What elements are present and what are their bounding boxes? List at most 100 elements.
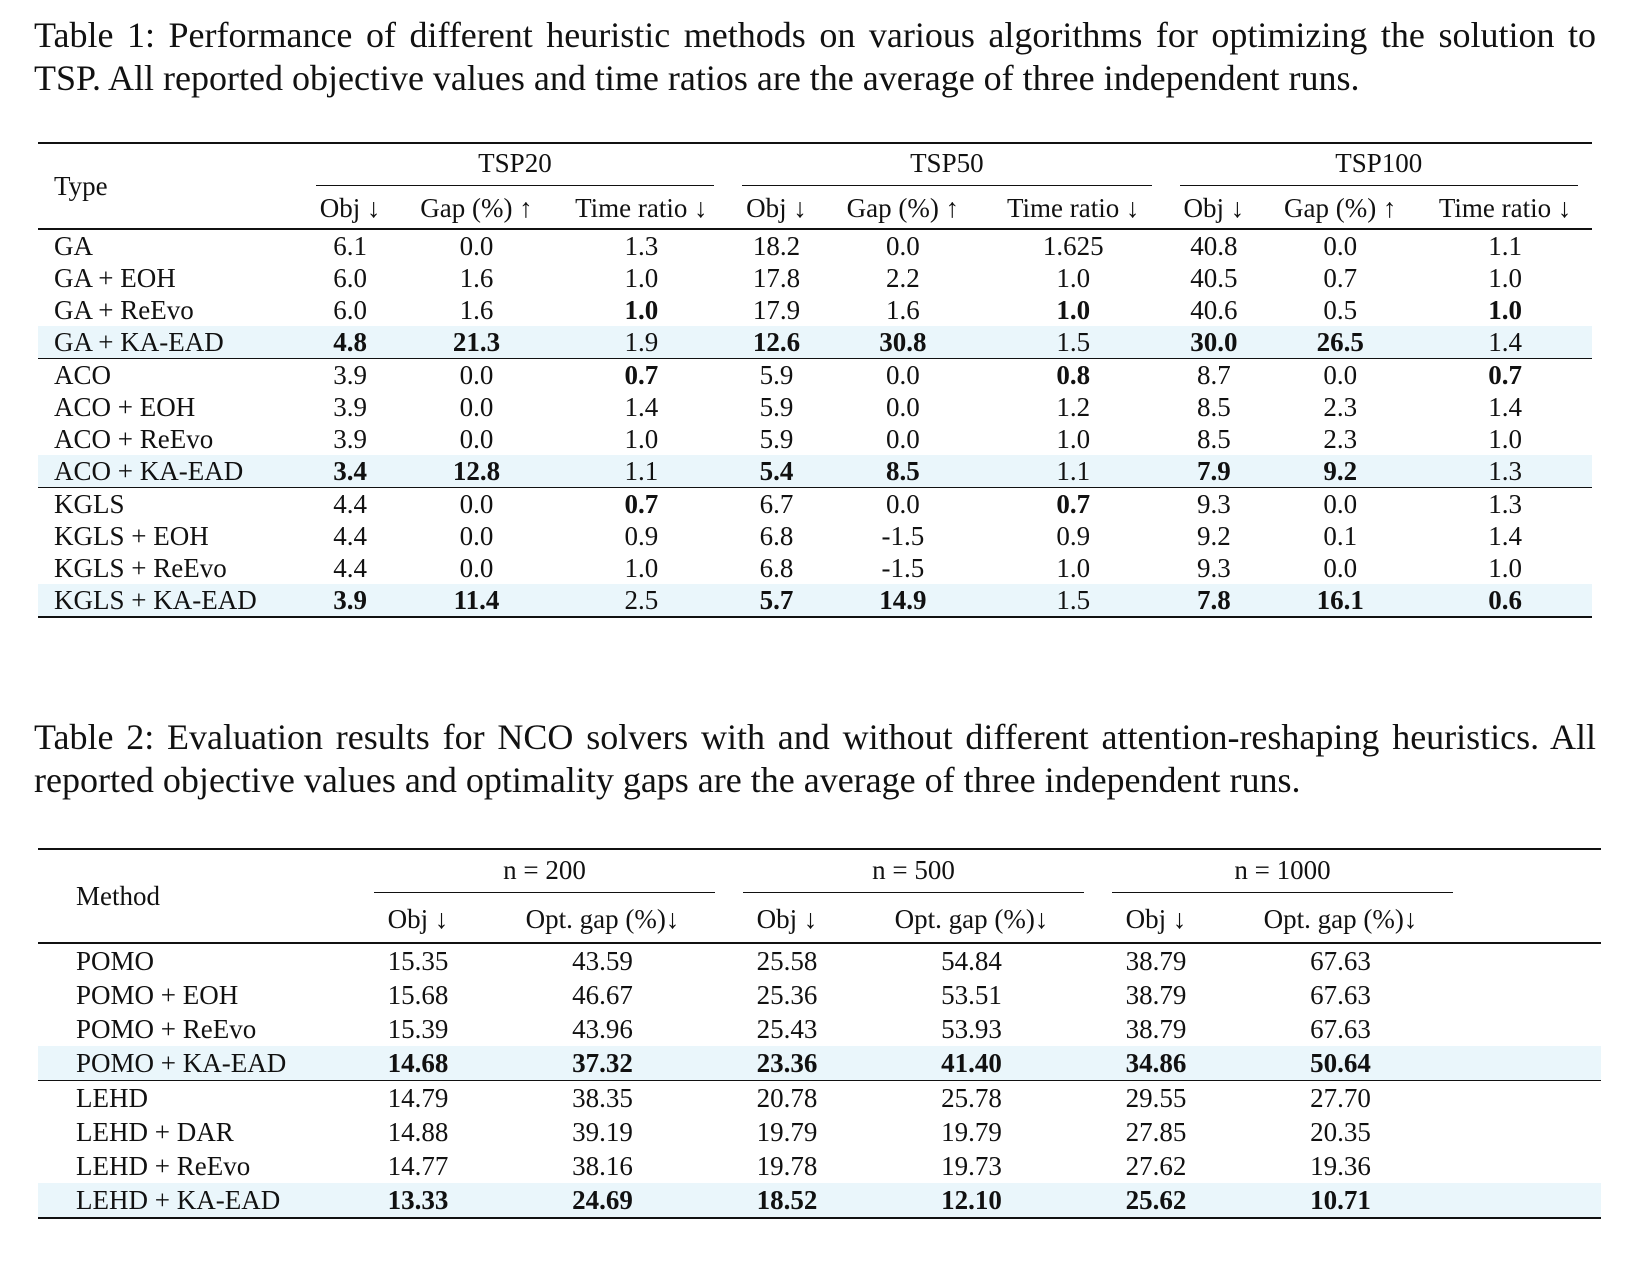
table-cell: 1.3 (1488, 489, 1522, 519)
table-row: KGLS 4.4 0.0 0.7 6.7 0.0 0.7 9.3 0.0 1.3 (38, 487, 1592, 521)
col-header-gap: Gap (%) ↑ (846, 193, 960, 223)
table-row: LEHD + KA-EAD 13.33 24.69 18.52 12.10 25.62 10… (38, 1183, 1601, 1218)
table-cell: 1.3 (1418, 455, 1592, 488)
row-label: POMO + KA-EAD (38, 1046, 360, 1081)
table-cell: 0.9 (1056, 521, 1091, 551)
table-cell: 1.0 (1488, 263, 1522, 293)
table-cell: 1.0 (624, 295, 659, 325)
table-cell: 6.8 (759, 553, 794, 583)
table-cell: 34.86 (1098, 1046, 1214, 1081)
table-cell: 0.6 (1418, 584, 1592, 617)
table-row: POMO + EOH 15.68 46.67 25.36 53.51 38.79 67.63 (38, 978, 1601, 1012)
table-cell: 25.43 (756, 1014, 818, 1044)
table-cell: 53.93 (941, 1014, 1002, 1044)
row-label: ACO + ReEvo (54, 424, 214, 454)
table-cell: 3.9 (333, 392, 367, 422)
row-label: ACO + EOH (54, 392, 196, 422)
table-cell: 38.79 (1125, 980, 1187, 1010)
table-cell: 14.9 (824, 584, 981, 617)
table-cell: 0.0 (459, 231, 494, 261)
table-cell: 7.9 (1165, 455, 1263, 488)
table-cell: 3.9 (333, 360, 367, 390)
table-row: ACO 3.9 0.0 0.7 5.9 0.0 0.8 8.7 0.0 0.7 (38, 358, 1592, 392)
table-row: POMO + KA-EAD 14.68 37.32 23.36 41.40 34.86 50… (38, 1046, 1601, 1081)
table-row: LEHD + ReEvo 14.77 38.16 19.78 19.73 27.62 19.… (38, 1149, 1601, 1183)
table-cell: 23.36 (729, 1046, 845, 1081)
table-row: GA + KA-EAD 4.8 21.3 1.9 12.6 30.8 1.5 30.0 26.5… (38, 326, 1592, 359)
table-cell: 20.78 (756, 1083, 818, 1113)
table-cell: 5.4 (728, 455, 825, 488)
table-cell: 0.0 (459, 392, 494, 422)
table-cell: 2.2 (885, 263, 920, 293)
table1: Type TSP20 TSP50 TSP100 Obj ↓ Gap (%) ↑ … (38, 142, 1592, 618)
table-cell: 13.33 (360, 1183, 476, 1218)
table-cell: 38.16 (572, 1151, 633, 1181)
table-cell: 18.52 (729, 1183, 845, 1218)
col-header-gap: Gap (%) ↑ (1284, 193, 1397, 223)
table-cell: 0.0 (1323, 553, 1358, 583)
col-header-obj: Obj ↓ (387, 904, 449, 934)
table-row: GA 6.1 0.0 1.3 18.2 0.0 1.625 40.8 0.0 1.1 (38, 229, 1592, 262)
row-label: GA + ReEvo (54, 295, 194, 325)
table-cell: 8.5 (1196, 424, 1231, 454)
col-header-opt-gap: Opt. gap (%)↓ (525, 904, 680, 934)
row-label: KGLS + EOH (54, 521, 209, 551)
table-cell: 9.3 (1196, 489, 1231, 519)
table-cell: 15.39 (387, 1014, 449, 1044)
table-cell: 67.63 (1310, 946, 1371, 976)
table-cell: 3.9 (301, 584, 399, 617)
table-cell: 1.6 (885, 295, 920, 325)
row-label: GA + KA-EAD (38, 326, 302, 359)
table-cell: 25.62 (1098, 1183, 1214, 1218)
table-cell: 54.84 (941, 946, 1002, 976)
table-cell: 1.4 (1488, 392, 1522, 422)
table-cell: 24.69 (476, 1183, 729, 1218)
table-cell: 17.8 (752, 263, 801, 293)
col-header-obj: Obj ↓ (1125, 904, 1187, 934)
table-cell: -1.5 (881, 521, 925, 551)
table-cell: 0.7 (1323, 263, 1358, 293)
table-row: KGLS + EOH 4.4 0.0 0.9 6.8 -1.5 0.9 9.2 0.1 1.4 (38, 520, 1592, 552)
table-cell: 2.5 (554, 584, 729, 617)
table-cell: 0.0 (885, 231, 920, 261)
table-cell: 26.5 (1262, 326, 1419, 359)
table-cell: 0.7 (624, 489, 659, 519)
table-cell: 12.6 (728, 326, 825, 359)
col-header-gap: Gap (%) ↑ (420, 193, 533, 223)
table-cell: 67.63 (1310, 1014, 1371, 1044)
table-cell: 43.59 (572, 946, 633, 976)
table-cell: 38.79 (1125, 1014, 1187, 1044)
table-row: KGLS + ReEvo 4.4 0.0 1.0 6.8 -1.5 1.0 9.3 0.0 1.0 (38, 552, 1592, 584)
table-cell: 4.4 (333, 521, 367, 551)
table-cell: 1.3 (624, 231, 659, 261)
table-cell: 1.0 (1488, 295, 1522, 325)
table-cell: 5.7 (728, 584, 825, 617)
table-cell: 30.8 (824, 326, 981, 359)
table-cell: 19.79 (941, 1117, 1002, 1147)
group-header-tsp100: TSP100 (1166, 143, 1592, 189)
table-cell: 6.1 (333, 231, 367, 261)
table-cell: 27.62 (1125, 1151, 1187, 1181)
table-cell: 0.9 (624, 521, 659, 551)
table-cell: 3.9 (333, 424, 367, 454)
table-cell: 50.64 (1214, 1046, 1467, 1081)
table-cell: 0.8 (1056, 360, 1091, 390)
method-header: Method (76, 880, 160, 911)
table-cell: 0.0 (885, 392, 920, 422)
group-header-n500: n = 500 (729, 849, 1098, 897)
table-cell: 0.7 (1488, 360, 1522, 390)
table-cell: 21.3 (398, 326, 555, 359)
table-row: ACO + EOH 3.9 0.0 1.4 5.9 0.0 1.2 8.5 2.3 1.4 (38, 391, 1592, 423)
table-cell: 5.9 (759, 392, 794, 422)
table-cell: 25.78 (941, 1083, 1002, 1113)
table-cell: 5.9 (759, 424, 794, 454)
table-cell: 1.9 (554, 326, 729, 359)
table-cell: 25.36 (756, 980, 818, 1010)
table-cell: 39.19 (572, 1117, 633, 1147)
table-cell: 0.7 (1056, 489, 1091, 519)
row-label: ACO (54, 360, 112, 390)
table-cell: 2.3 (1323, 424, 1358, 454)
table-cell: 1.5 (980, 584, 1166, 617)
table-cell: 38.35 (572, 1083, 633, 1113)
table-cell: 40.6 (1190, 295, 1238, 325)
